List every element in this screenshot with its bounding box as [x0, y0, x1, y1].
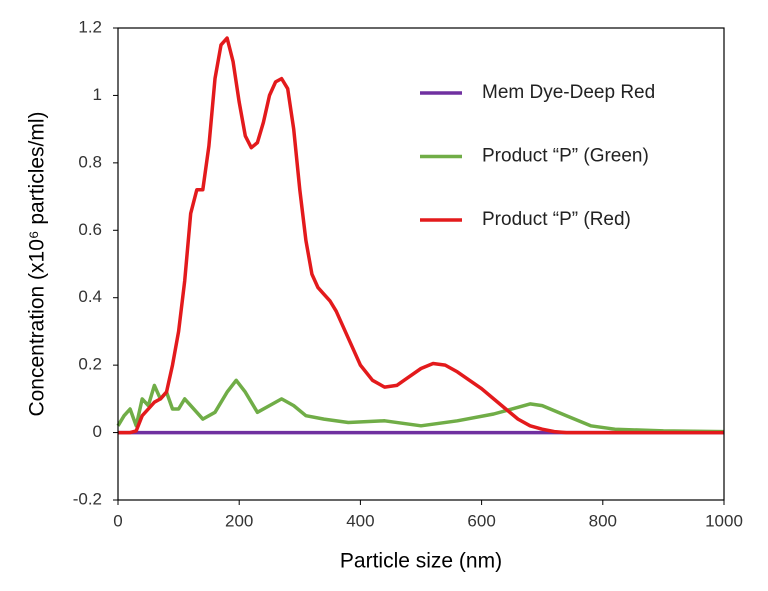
legend-label: Mem Dye-Deep Red [482, 82, 655, 103]
y-tick-label: 0.8 [78, 152, 102, 171]
y-tick-label: -0.2 [73, 489, 102, 508]
series-line [118, 36, 724, 435]
x-tick-label: 600 [467, 511, 495, 530]
y-axis-label: Concentration (x10⁶ particles/ml) [26, 111, 49, 416]
plot-frame [117, 27, 725, 501]
y-tick-label: 1 [93, 85, 102, 104]
legend-label: Product “P” (Red) [482, 209, 631, 230]
y-tick-label: 0.2 [78, 355, 102, 374]
legend-label: Product “P” (Green) [482, 146, 649, 167]
x-tick-label: 1000 [705, 511, 743, 530]
y-tick-label: 0 [93, 422, 102, 441]
x-tick-label: 800 [589, 511, 617, 530]
x-tick-label: 200 [225, 511, 253, 530]
y-tick-label: 1.2 [78, 17, 102, 36]
series-line [116, 378, 725, 434]
x-tick-label: 400 [346, 511, 374, 530]
y-tick-label: 0.6 [78, 220, 102, 239]
x-axis-label: Particle size (nm) [340, 550, 502, 573]
x-tick-label: 0 [113, 511, 122, 530]
y-tick-label: 0.4 [78, 287, 102, 306]
